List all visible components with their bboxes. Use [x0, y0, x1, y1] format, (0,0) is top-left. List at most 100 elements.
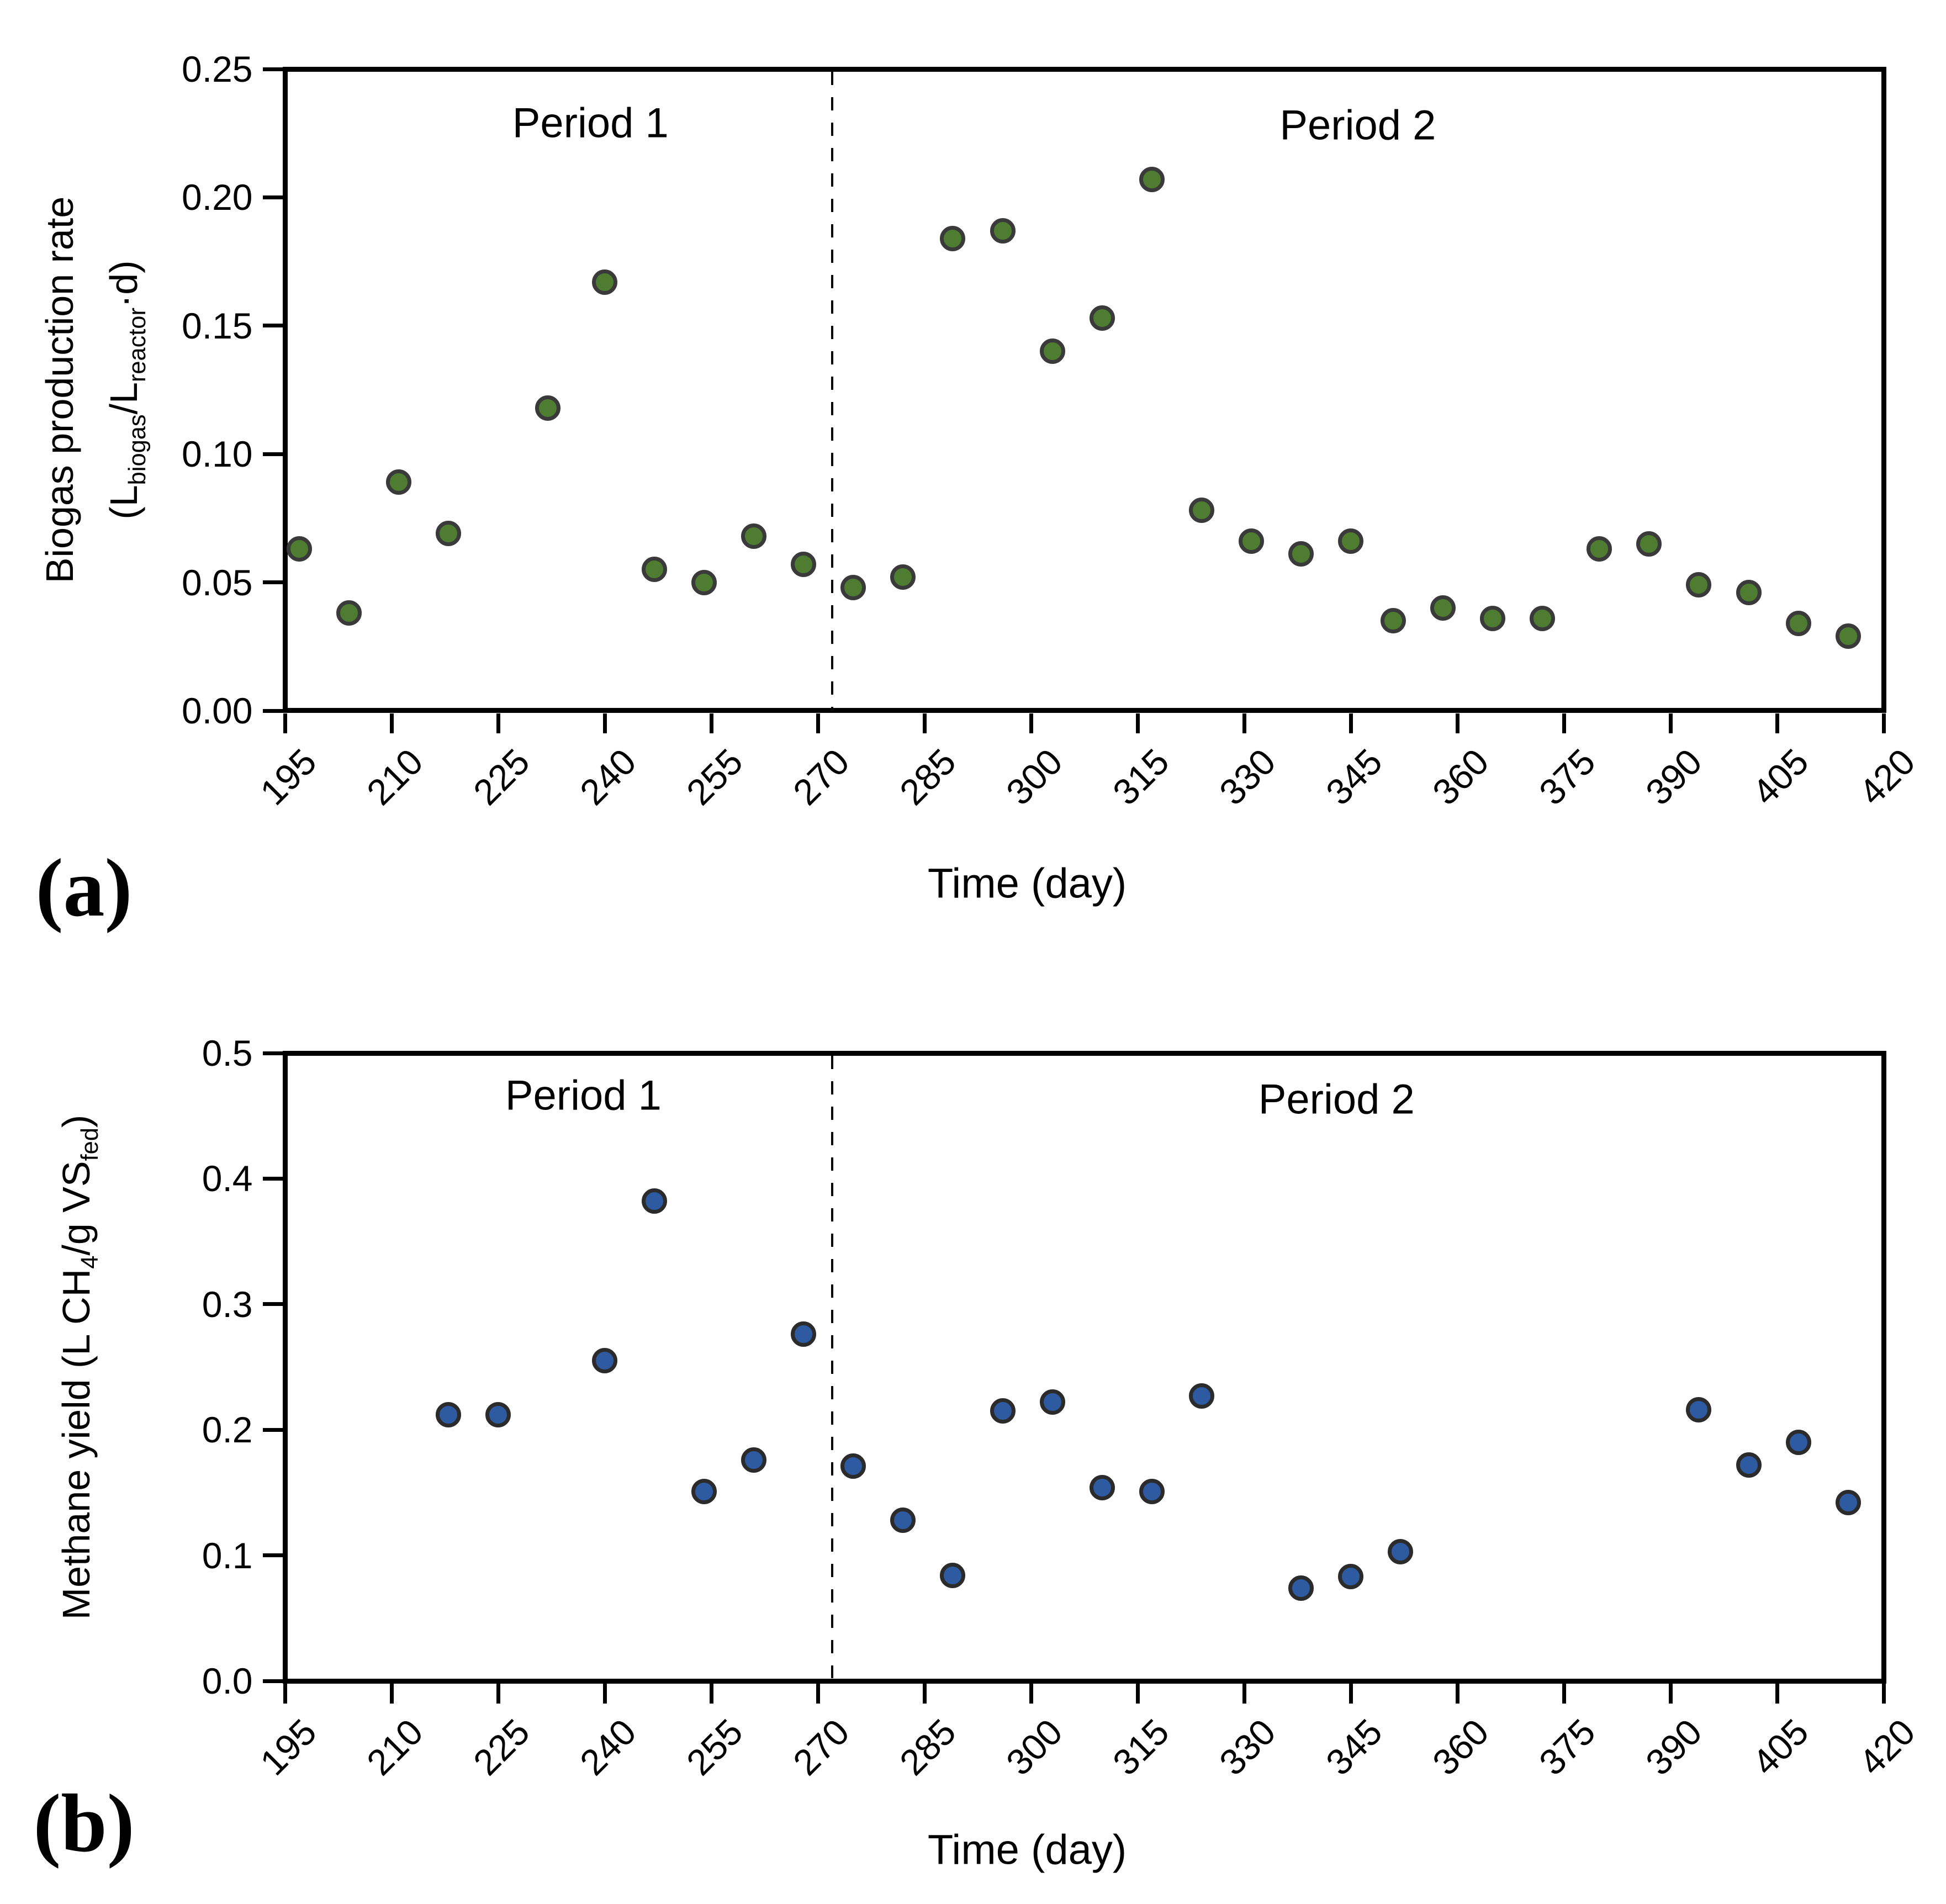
x-tick-label: 420 [1850, 1711, 1923, 1783]
x-tick [389, 1683, 394, 1704]
data-point-a [1338, 528, 1363, 554]
y-tick-label: 0.05 [182, 562, 253, 603]
period-label: Period 2 [1279, 102, 1436, 149]
data-point-b [1686, 1397, 1712, 1422]
y-tick-label: 0.0 [202, 1660, 253, 1701]
x-tick [389, 713, 394, 733]
data-point-a [741, 523, 767, 549]
x-tick-label: 225 [465, 1711, 537, 1783]
y-tick-label: 0.1 [202, 1535, 253, 1576]
panel-b-x-axis-title: Time (day) [927, 1826, 1127, 1874]
x-tick-label: 345 [1318, 1711, 1390, 1783]
x-tick [1562, 713, 1566, 733]
x-tick [1242, 713, 1246, 733]
x-tick-label: 360 [1424, 1711, 1496, 1783]
period-label: Period 1 [512, 99, 669, 147]
data-point-b [741, 1447, 767, 1473]
x-tick-label: 255 [678, 1711, 750, 1783]
x-tick [1349, 1683, 1353, 1704]
data-point-a [990, 218, 1016, 244]
x-tick-label: 300 [998, 1711, 1070, 1783]
x-tick-label: 240 [572, 741, 644, 813]
x-tick [496, 713, 500, 733]
x-tick-label: 375 [1531, 1711, 1603, 1783]
x-tick-label: 330 [1211, 741, 1283, 813]
x-tick [602, 1683, 607, 1704]
x-tick [1668, 1683, 1673, 1704]
data-point-b [691, 1478, 717, 1504]
data-point-a [1381, 608, 1406, 634]
data-point-a [1686, 572, 1712, 598]
data-point-a [890, 564, 916, 590]
data-point-b [1188, 1383, 1214, 1409]
period-label: Period 1 [505, 1072, 662, 1119]
panel-a-plot-area [283, 67, 1886, 713]
label-text: ·d) [102, 260, 145, 308]
x-tick-label: 240 [572, 1711, 644, 1783]
data-point-a [592, 269, 617, 295]
panel-a-y-axis-title-line1: Biogas production rate [38, 196, 81, 584]
data-point-a [1835, 623, 1861, 649]
x-tick-label: 390 [1637, 741, 1710, 813]
x-tick [1242, 1683, 1246, 1704]
data-point-a [1430, 595, 1456, 621]
x-tick [602, 713, 607, 733]
y-tick [262, 452, 283, 456]
data-point-a [1587, 536, 1612, 562]
y-tick [262, 580, 283, 585]
subscript-text: reactor [124, 308, 151, 383]
data-point-b [1785, 1429, 1811, 1455]
data-point-b [890, 1507, 916, 1533]
x-tick [1455, 713, 1460, 733]
subscript-text: 4 [77, 1255, 103, 1269]
data-point-a [1636, 531, 1662, 557]
data-point-b [642, 1188, 668, 1214]
x-tick [1775, 713, 1779, 733]
data-point-a [1288, 541, 1314, 567]
x-tick [1455, 1683, 1460, 1704]
period-divider-line [831, 1056, 833, 1678]
y-tick-label: 0.25 [182, 49, 253, 89]
data-point-b [940, 1562, 966, 1588]
x-tick [1029, 713, 1033, 733]
x-tick-label: 210 [358, 1711, 431, 1783]
data-point-a [385, 469, 411, 495]
data-point-a [1139, 166, 1165, 192]
x-tick-label: 270 [785, 741, 857, 813]
x-tick [1135, 1683, 1140, 1704]
data-point-a [642, 557, 668, 583]
label-text: (L [102, 485, 145, 520]
x-tick [1029, 1683, 1033, 1704]
x-tick [1775, 1683, 1779, 1704]
y-tick-label: 0.2 [202, 1409, 253, 1451]
subscript-text: fed [77, 1128, 103, 1161]
label-text: /g VS [55, 1161, 98, 1256]
x-tick-label: 210 [358, 741, 431, 813]
data-point-a [336, 600, 362, 626]
x-tick-label: 285 [891, 741, 964, 813]
x-tick [496, 1683, 500, 1704]
data-point-b [1736, 1452, 1762, 1478]
x-tick [922, 1683, 927, 1704]
label-text: Methane yield (L CH [55, 1268, 98, 1620]
y-tick-label: 0.00 [182, 690, 253, 731]
x-tick [709, 1683, 713, 1704]
x-tick [1135, 713, 1140, 733]
data-point-b [1039, 1389, 1065, 1415]
x-tick-label: 405 [1744, 741, 1816, 813]
y-tick-label: 0.5 [202, 1033, 253, 1073]
data-point-b [592, 1348, 617, 1374]
data-point-b [1089, 1474, 1115, 1500]
x-tick [816, 1683, 820, 1704]
y-tick-label: 0.3 [202, 1283, 253, 1325]
x-tick [1562, 1683, 1566, 1704]
y-tick [262, 708, 283, 713]
x-tick [922, 713, 927, 733]
x-tick-label: 315 [1104, 741, 1177, 813]
data-point-b [990, 1398, 1016, 1424]
panel-a-label: (a) [35, 842, 133, 934]
data-point-a [1039, 339, 1065, 364]
x-tick [283, 1683, 287, 1704]
x-tick-label: 195 [252, 741, 324, 813]
